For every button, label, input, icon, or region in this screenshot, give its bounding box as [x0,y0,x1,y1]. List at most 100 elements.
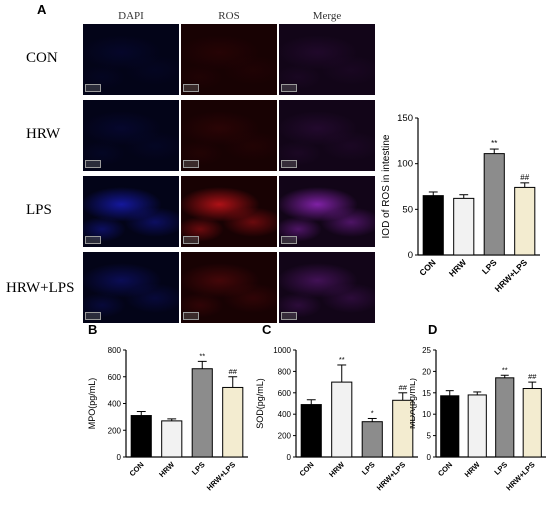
scale-bar [85,160,101,168]
category-label: HRW [447,257,469,279]
significance-mark: ## [399,383,408,392]
scale-bar [183,312,199,320]
significance-mark: ## [229,367,238,376]
bar-con [422,195,444,256]
y-tick-label: 50 [402,204,413,215]
category-label: CON [417,257,437,277]
bar-con [440,395,460,458]
y-axis-label: SOD(pg/mL) [255,378,265,429]
micrograph-ros-lps [181,176,277,247]
category-label: LPS [480,257,499,276]
bar-hrw-lps [222,386,244,458]
bar-lps [495,377,515,458]
category-label: CON [128,460,146,478]
bar-hrw-lps [514,186,536,256]
panel-label-c: C [262,322,272,337]
micrograph-merge-hrw-lps [279,252,375,323]
y-tick-label: 25 [422,346,431,355]
column-header-merge: Merge [312,10,342,22]
scale-bar [85,312,101,320]
chart-sod: SOD(pg/mL) 0 200 400 600 800 1000 CON ** HRW * LPS #… [255,346,418,492]
bar-hrw [331,381,353,458]
y-tick-label: 20 [422,367,431,376]
category-label: HRW+LPS [504,460,536,492]
y-tick-label: 800 [278,367,292,376]
micrograph-ros-hrw [181,100,277,171]
panel-label-b: B [88,322,98,337]
y-tick-label: 150 [397,113,413,124]
scale-bar [85,84,101,92]
scale-bar [183,236,199,244]
significance-mark: ## [520,173,529,182]
y-tick-label: 0 [117,453,122,462]
y-tick-label: 0 [427,453,432,462]
y-tick-label: 1000 [273,346,291,355]
bar-hrw-lps [392,399,414,458]
category-label: HRW+LPS [375,460,407,492]
scale-bar [281,312,297,320]
category-label: HRW [463,459,483,479]
y-tick-label: 0 [408,250,413,261]
y-tick-label: 200 [108,426,122,435]
category-label: HRW+LPS [493,257,530,294]
significance-mark: ** [339,355,345,364]
category-label: HRW+LPS [205,460,237,492]
y-axis-label: MPO(pg/mL) [87,378,97,430]
y-tick-label: 800 [108,346,122,355]
y-tick-label: 100 [397,159,413,170]
panel-label-d: D [428,322,438,337]
category-label: CON [436,460,454,478]
category-label: LPS [190,460,207,477]
column-header-ros: ROS [218,10,240,22]
y-tick-label: 10 [422,410,431,419]
chart-ros-iod: IOD of ROS in intestine 0 50 100 150 CON HRW **… [381,113,540,294]
row-label-con: CON [26,50,58,66]
significance-mark: * [371,408,374,417]
micrograph-dapi-con [83,24,179,95]
bar-lps [483,153,505,256]
bar-hrw [453,197,475,256]
scale-bar [281,84,297,92]
row-label-lps: LPS [26,202,52,218]
micrograph-ros-hrw-lps [181,252,277,323]
significance-mark: ** [199,351,205,360]
bar-hrw-lps [522,388,542,458]
scale-bar [281,236,297,244]
bar-lps [191,368,213,458]
panel-label-a: A [37,2,47,17]
micrograph-dapi-hrw-lps [83,252,179,323]
y-tick-label: 400 [108,400,122,409]
y-tick-label: 0 [287,453,292,462]
row-label-hrw-lps: HRW+LPS [6,280,75,296]
bar-con [130,415,152,458]
column-header-dapi: DAPI [118,10,144,22]
scale-bar [183,84,199,92]
y-tick-label: 5 [427,432,432,441]
micrograph-merge-lps [279,176,375,247]
y-axis-label: MDA(pg/mL) [410,378,417,429]
significance-mark: ## [528,372,537,381]
row-label-hrw: HRW [26,126,61,142]
significance-mark: ** [491,139,497,148]
bar-con [300,404,322,458]
bar-hrw [161,420,183,458]
bar-lps [361,421,383,458]
micrograph-dapi-hrw [83,100,179,171]
category-label: HRW [157,459,177,479]
y-tick-label: 400 [278,410,292,419]
y-tick-label: 200 [278,432,292,441]
y-axis-label: IOD of ROS in intestine [381,134,392,238]
micrograph-merge-hrw [279,100,375,171]
micrograph-ros-con [181,24,277,95]
micrograph-dapi-lps [83,176,179,247]
chart-mda: MDA(pg/mL) 0 5 10 15 20 25 CON HRW ** LPS ## HRW+LPS [410,346,546,492]
category-label: LPS [360,460,377,477]
scale-bar [281,160,297,168]
y-tick-label: 600 [108,373,122,382]
scale-bar [85,236,101,244]
category-label: LPS [492,460,509,477]
bar-hrw [467,394,487,458]
y-tick-label: 600 [278,389,292,398]
micrograph-merge-con [279,24,375,95]
significance-mark: ** [502,365,508,374]
